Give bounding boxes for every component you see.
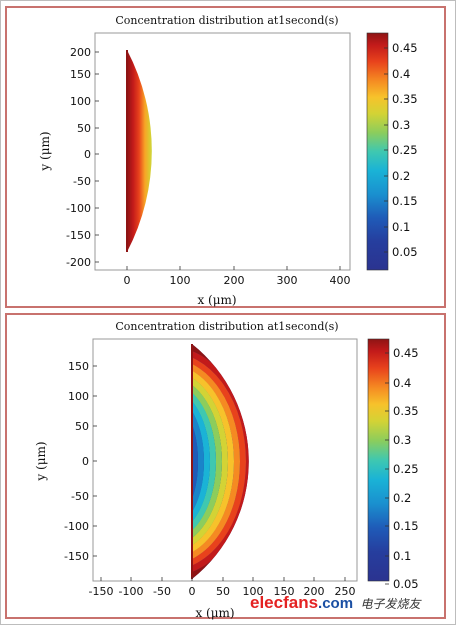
x-tick-label: 200 (224, 274, 245, 287)
y-tick-label: 150 (70, 68, 91, 81)
chart-1-colorbar (366, 32, 389, 271)
chart-2-svg: Concentration distribution at1second(s) … (34, 320, 419, 620)
x-tick-label: 150 (274, 585, 295, 598)
watermark-brand: elecfans (250, 593, 319, 612)
colorbar-tick-label: 0.1 (392, 220, 410, 234)
colorbar-tick-label: 0.2 (393, 491, 411, 505)
colorbar-tick-label: 0.4 (393, 376, 411, 390)
x-tick-label: 200 (304, 585, 325, 598)
x-tick-label: -100 (119, 585, 144, 598)
colorbar-tick-label: 0.3 (392, 118, 410, 132)
x-tick-label: 250 (335, 585, 356, 598)
colorbar-tick-label: 0.25 (393, 462, 419, 476)
y-tick-label: -100 (66, 202, 91, 215)
chart-1-y-ticks: 200 150 100 50 0 -50 -100 -150 -200 (66, 46, 99, 269)
y-tick-label: -150 (66, 229, 91, 242)
chart-2-y-label: y (μm) (34, 441, 48, 481)
chart-panel-2: Concentration distribution at1second(s) … (5, 313, 446, 620)
y-tick-label: 0 (82, 455, 89, 468)
colorbar-tick-label: 0.1 (393, 549, 411, 563)
chart-1-title: Concentration distribution at1second(s) (115, 14, 338, 27)
watermark-dotcom: .com (318, 595, 354, 612)
colorbar-tick-label: 0.45 (392, 41, 418, 55)
x-tick-label: 50 (216, 585, 230, 598)
colorbar-tick-label: 0.45 (393, 346, 419, 360)
chart-1-x-label: x (μm) (197, 293, 236, 307)
watermark-cn-text: 电子发烧友 (360, 597, 421, 611)
y-tick-label: 50 (77, 122, 91, 135)
x-tick-label: -150 (89, 585, 114, 598)
colorbar-tick-label: 0.2 (392, 169, 410, 183)
y-tick-label: -200 (66, 256, 91, 269)
chart-panel-1: Concentration distribution at1second(s) … (5, 6, 446, 308)
colorbar-tick-label: 0.3 (393, 433, 411, 447)
chart-1-domain (127, 50, 152, 252)
chart-2-colorbar (367, 338, 390, 582)
y-tick-label: -150 (64, 550, 89, 563)
colorbar-tick-label: 0.35 (392, 92, 418, 106)
chart-2-y-ticks: 150 100 50 0 -50 -100 -150 (64, 360, 97, 563)
x-tick-label: 100 (170, 274, 191, 287)
chart-2-x-ticks: -150 -100 -50 0 50 100 150 200 250 (89, 577, 356, 598)
chart-2-x-label: x (μm) (195, 606, 234, 620)
chart-2-colorbar-ticks: 0.45 0.4 0.35 0.3 0.25 0.2 0.15 0.1 0.05 (385, 346, 419, 591)
y-tick-label: 200 (70, 46, 91, 59)
chart-1-colorbar-ticks: 0.45 0.4 0.35 0.3 0.25 0.2 0.15 0.1 0.05 (384, 41, 418, 259)
y-tick-label: 150 (68, 360, 89, 373)
y-tick-label: -50 (73, 175, 91, 188)
x-tick-label: -50 (153, 585, 171, 598)
x-tick-label: 300 (277, 274, 298, 287)
x-tick-label: 400 (330, 274, 351, 287)
watermark-logo: elecfans.com 电子发烧友 (250, 593, 421, 613)
y-tick-label: 0 (84, 148, 91, 161)
chart-1-y-label: y (μm) (38, 131, 52, 171)
y-tick-label: 100 (70, 95, 91, 108)
y-tick-label: 100 (68, 390, 89, 403)
y-tick-label: -50 (71, 490, 89, 503)
colorbar-tick-label: 0.05 (393, 577, 419, 591)
chart-2-title: Concentration distribution at1second(s) (115, 320, 338, 333)
colorbar-tick-label: 0.15 (393, 519, 419, 533)
colorbar-tick-label: 0.25 (392, 143, 418, 157)
colorbar-tick-label: 0.35 (393, 404, 419, 418)
x-tick-label: 0 (124, 274, 131, 287)
y-tick-label: 50 (75, 420, 89, 433)
chart-1-svg: Concentration distribution at1second(s) … (38, 14, 418, 307)
colorbar-tick-label: 0.15 (392, 194, 418, 208)
x-tick-label: 100 (243, 585, 264, 598)
colorbar-tick-label: 0.05 (392, 245, 418, 259)
x-tick-label: 0 (189, 585, 196, 598)
chart-1-x-ticks: 0 100 200 300 400 (124, 266, 351, 287)
y-tick-label: -100 (64, 520, 89, 533)
colorbar-tick-label: 0.4 (392, 67, 410, 81)
